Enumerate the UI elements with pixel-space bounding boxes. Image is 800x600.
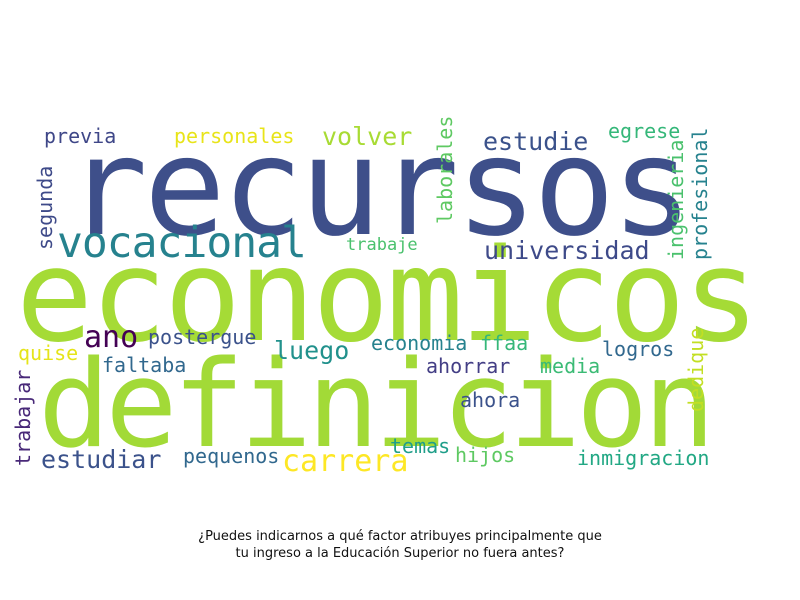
word-egrese: egrese bbox=[608, 119, 681, 143]
word-estudie: estudie bbox=[483, 127, 589, 156]
word-vocacional: vocacional bbox=[57, 218, 307, 268]
caption-line-1: ¿Puedes indicarnos a qué factor atribuye… bbox=[198, 529, 602, 544]
caption-line-2: tu ingreso a la Educación Superior no fu… bbox=[235, 546, 565, 561]
word-volver: volver bbox=[322, 122, 413, 151]
word-faltaba: faltaba bbox=[102, 353, 187, 377]
word-luego: luego bbox=[274, 336, 350, 365]
word-economia: economia bbox=[371, 331, 468, 355]
word-ahorrar: ahorrar bbox=[426, 354, 511, 378]
word-quise: quise bbox=[18, 341, 79, 365]
word-previa: previa bbox=[44, 124, 117, 148]
word-definicion: definicion bbox=[38, 336, 715, 475]
word-laborales: laborales bbox=[433, 115, 457, 224]
word-ffaa: ffaa bbox=[480, 331, 529, 355]
word-personales: personales bbox=[174, 124, 295, 148]
word-ano: ano bbox=[84, 320, 139, 355]
word-universidad: universidad bbox=[484, 236, 650, 265]
word-dedique: dedique bbox=[684, 327, 708, 412]
word-temas: temas bbox=[390, 434, 451, 458]
word-economicos: economicos bbox=[16, 222, 760, 371]
word-postergue: postergue bbox=[148, 325, 257, 349]
word-trabajar: trabajar bbox=[11, 369, 35, 466]
word-recursos: recursos bbox=[66, 109, 693, 267]
figure-caption: ¿Puedes indicarnos a qué factor atribuye… bbox=[0, 528, 800, 562]
word-inmigracion: inmigracion bbox=[577, 446, 710, 470]
word-media: media bbox=[540, 354, 601, 378]
word-trabaje: trabaje bbox=[346, 235, 418, 255]
word-pequenos: pequenos bbox=[183, 444, 280, 468]
word-ahora: ahora bbox=[460, 388, 521, 412]
word-carrera: carrera bbox=[282, 444, 409, 479]
word-estudiar: estudiar bbox=[41, 445, 162, 474]
word-profesional: profesional bbox=[688, 127, 712, 260]
word-hijos: hijos bbox=[455, 443, 516, 467]
word-segunda: segunda bbox=[33, 165, 57, 250]
word-ingenieria: ingenieria bbox=[664, 139, 688, 260]
word-logros: logros bbox=[602, 337, 675, 361]
